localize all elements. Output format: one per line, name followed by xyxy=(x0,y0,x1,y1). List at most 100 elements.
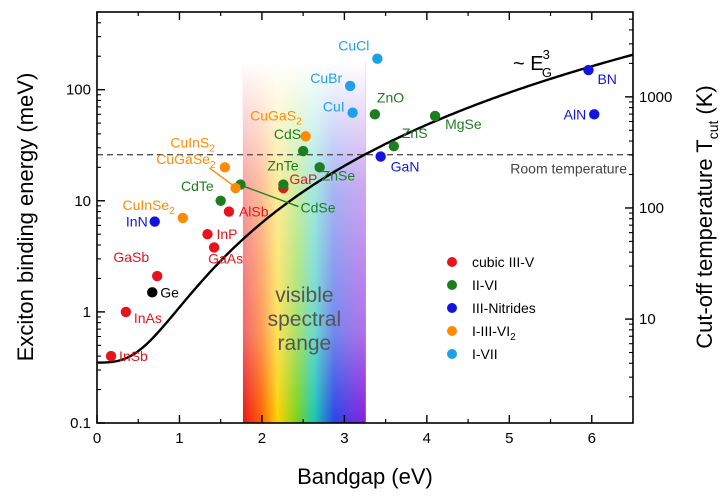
data-point-label: CdS xyxy=(274,126,301,142)
legend-label-main: I-VII xyxy=(472,346,498,362)
data-point-label-main: CuGaSe xyxy=(156,151,210,167)
data-point xyxy=(344,80,356,92)
data-point xyxy=(347,107,358,118)
data-point-label: CuInS2 xyxy=(170,134,215,154)
data-point-label: CuCl xyxy=(338,38,369,54)
data-point-labels: InSb InAs GaSb InP GaAs AlSb GaP Ge CdTe CdSe ZnTe… xyxy=(113,38,617,364)
visible-spectral-range-band: visible spectral range xyxy=(242,62,366,423)
data-point xyxy=(151,270,163,282)
data-point-label-sub: 2 xyxy=(210,160,216,171)
room-temperature-label: Room temperature xyxy=(510,161,627,177)
y2-tick-label: 100 xyxy=(639,200,664,217)
data-point-label: ZnO xyxy=(377,89,404,105)
data-point xyxy=(215,195,226,206)
data-point-label: CdSe xyxy=(300,200,335,216)
data-point xyxy=(297,145,309,157)
legend-label-sub: 2 xyxy=(510,332,516,343)
data-point-label: GaN xyxy=(391,159,420,175)
y2-axis-title-main: Cut-off temperature T xyxy=(692,139,717,349)
y2-axis-title-sub: cut xyxy=(705,120,721,139)
y2-axis-title-unit: (K) xyxy=(692,85,717,114)
data-point xyxy=(300,131,311,142)
data-point-label: MgSe xyxy=(445,116,482,132)
data-point xyxy=(314,162,325,173)
data-point xyxy=(278,179,289,190)
legend-label-main: cubic III-V xyxy=(472,254,535,270)
data-point-label: CuGaSe2 xyxy=(156,151,216,171)
fit-curve-line xyxy=(97,53,633,364)
x-tick-label: 1 xyxy=(175,430,183,447)
fit-curve-label-main: ~ E xyxy=(513,53,544,75)
y-axis-title: Exciton binding energy (meV) xyxy=(13,73,38,362)
x-tick-label: 0 xyxy=(93,430,101,447)
data-point xyxy=(177,212,188,224)
data-point xyxy=(208,242,220,253)
y-axis-right: 10 100 1000 xyxy=(625,18,672,398)
legend-marker xyxy=(447,303,457,313)
visible-range-label-line: spectral xyxy=(268,308,342,331)
data-point-label: BN xyxy=(597,71,616,87)
data-point-label: Ge xyxy=(160,284,179,300)
x-tick-label: 5 xyxy=(505,430,513,447)
cugase2-leader-line xyxy=(209,167,233,186)
x-axis-title: Bandgap (eV) xyxy=(297,464,433,489)
x-tick-label: 6 xyxy=(588,430,596,447)
data-point-label: ZnTe xyxy=(267,158,298,174)
data-point-label: InSb xyxy=(119,348,148,364)
data-point-label: CuI xyxy=(323,99,345,115)
data-point-label: GaSb xyxy=(113,249,149,265)
legend-marker xyxy=(447,257,457,267)
visible-range-label-line: range xyxy=(278,332,332,355)
data-point-label-main: CuGaS xyxy=(250,107,296,123)
data-point-label: InAs xyxy=(134,310,162,326)
data-point-label-main: CuInSe xyxy=(122,197,169,213)
legend-marker xyxy=(447,280,457,290)
data-point-label: ZnSe xyxy=(322,167,356,183)
legend-marker xyxy=(447,349,457,359)
x-axis: 0 1 2 3 4 5 6 xyxy=(93,12,596,447)
legend-label: III-Nitrides xyxy=(472,300,536,316)
data-point-label-sub: 2 xyxy=(296,116,302,127)
data-points xyxy=(105,53,600,362)
legend-label: cubic III-V xyxy=(472,254,535,270)
data-point xyxy=(147,287,158,298)
data-point xyxy=(589,109,600,120)
data-point-label: AlSb xyxy=(239,204,269,220)
y2-axis-title: Cut-off temperature Tcut (K) xyxy=(692,85,721,349)
legend: cubic III-V II-VI III-Nitrides I-III-VI2 I-V… xyxy=(447,254,536,362)
visible-range-label-line: visible xyxy=(275,284,333,307)
reference-lines: Room temperature xyxy=(97,153,633,177)
legend-label-main: II-VI xyxy=(472,277,498,293)
legend-label-main: III-Nitrides xyxy=(472,300,536,316)
data-point-label: InN xyxy=(126,214,148,230)
data-point xyxy=(223,206,235,217)
data-point-label: CuInSe2 xyxy=(122,197,175,217)
cdse-leader-line xyxy=(244,185,299,208)
fit-curve-label-sub: G xyxy=(542,65,552,80)
x-tick-label: 4 xyxy=(423,430,431,447)
legend-label-main: I-III-VI xyxy=(472,323,510,339)
y2-tick-label: 10 xyxy=(639,311,656,328)
data-point xyxy=(583,64,594,76)
data-point-label: GaP xyxy=(289,171,317,187)
fit-curve-label-sup: 3 xyxy=(543,47,550,62)
fit-curve xyxy=(97,53,633,364)
data-point-label: CuGaS2 xyxy=(250,107,302,127)
legend-marker xyxy=(447,326,457,336)
y-axis-left: 0.1 1 10 100 xyxy=(66,11,105,432)
data-point xyxy=(375,151,386,162)
data-point xyxy=(219,162,231,173)
data-point xyxy=(429,110,441,122)
legend-label: I-III-VI2 xyxy=(472,323,516,343)
visible-range-label: visible spectral range xyxy=(268,284,342,355)
y-tick-label: 1 xyxy=(83,304,91,321)
data-point xyxy=(120,306,132,318)
data-point xyxy=(149,216,160,227)
spectrum-fade xyxy=(242,62,366,423)
x-tick-label: 3 xyxy=(340,430,348,447)
data-point-label: CuBr xyxy=(310,70,342,86)
data-point xyxy=(388,140,400,152)
data-point-label: ZnS xyxy=(402,125,428,141)
data-point xyxy=(105,350,117,362)
